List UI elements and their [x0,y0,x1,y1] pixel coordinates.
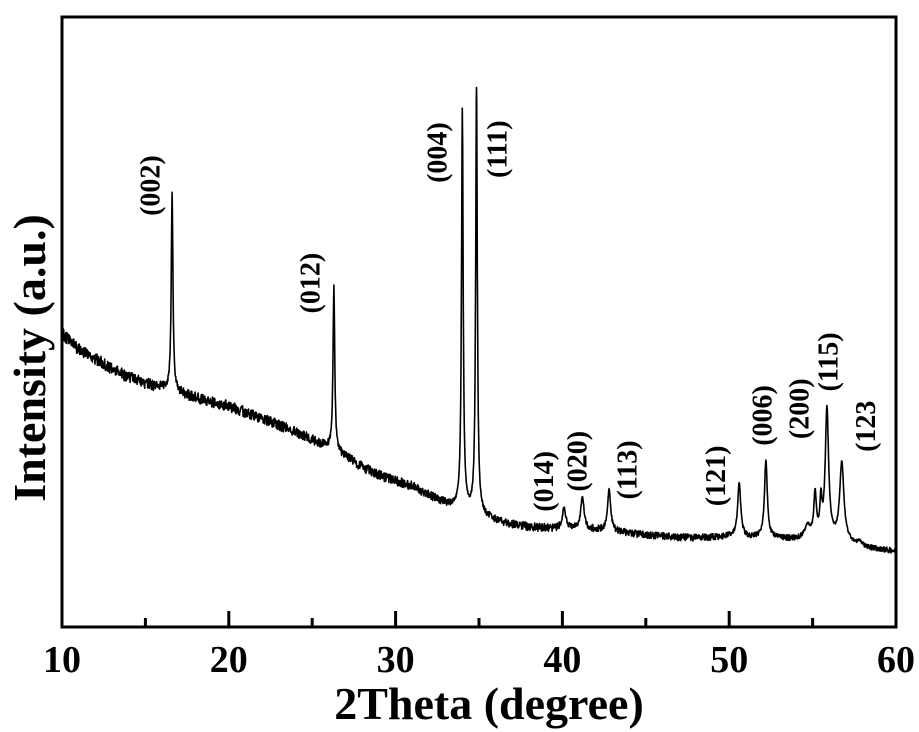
peak-label-113: (113) [613,440,644,499]
x-tick-label: 40 [543,639,581,681]
x-tick-label: 20 [210,639,248,681]
peak-label-002: (002) [135,155,166,216]
peak-label-004: (004) [422,122,453,183]
x-axis-title: 2Theta (degree) [334,678,644,729]
peak-label-012: (012) [296,253,327,314]
xrd-curve [61,86,897,554]
peak-label-121: (121) [701,446,732,507]
peak-label-123: (123 [851,401,882,452]
x-tick-label: 30 [377,639,415,681]
peak-label-020: (020) [562,431,593,492]
x-tick-label: 10 [43,639,81,681]
peak-label-006: (006) [748,385,779,446]
x-tick-label: 50 [710,639,748,681]
peak-label-014: (014) [529,451,560,512]
plot-frame [60,15,898,629]
peak-label-111: (111) [482,120,513,178]
peak-label-200: (200) [784,378,815,439]
x-tick-label: 60 [877,639,915,681]
y-axis-title: Intensity (a.u.) [4,214,55,502]
peak-label-115: (115) [813,332,844,391]
